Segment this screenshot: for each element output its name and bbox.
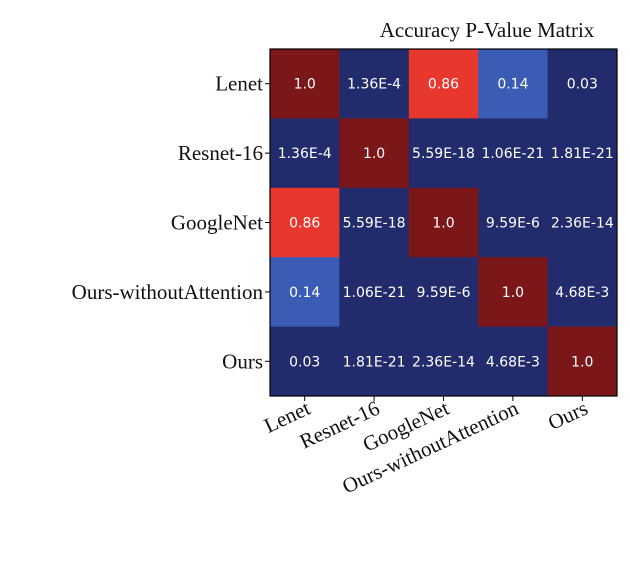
x-tick-labels: LenetResnet-16GoogleNetOurs-withoutAtten… — [260, 396, 591, 499]
cell-value-label: 0.86 — [428, 77, 459, 93]
heatmap-cell-r1-c4 — [547, 118, 618, 189]
cell-value-label: 1.06E-21 — [343, 285, 406, 301]
cell-value-label: 1.81E-21 — [343, 354, 406, 370]
y-tick-label: Ours-withoutAttention — [72, 280, 264, 304]
y-tick-labels: Lenet Resnet-16 GoogleNet Ours-withoutAtten… — [72, 72, 270, 373]
cell-value-label: 1.0 — [294, 77, 316, 93]
heatmap-cell-r2-c0 — [270, 187, 340, 258]
heatmap-cell-r3-c0 — [270, 257, 340, 328]
cell-value-label: 0.14 — [289, 285, 320, 301]
y-tick-label: Lenet — [215, 72, 263, 96]
heatmap-cell-r0-c4 — [547, 49, 618, 119]
cell-value-label: 1.06E-21 — [481, 146, 544, 162]
cell-value-label: 2.36E-14 — [412, 354, 475, 370]
cell-value-label: 4.68E-3 — [555, 285, 609, 301]
cell-value-label: 9.59E-6 — [486, 216, 540, 232]
y-tick-label: Resnet-16 — [178, 141, 263, 165]
heatmap-cell-r2-c3 — [478, 187, 549, 258]
heatmap-cell-r4-c3 — [478, 326, 549, 397]
heatmap-cell-r0-c0 — [270, 49, 340, 119]
cell-value-label: 0.03 — [289, 354, 320, 370]
heatmap-cells: 1.0 1.36E-4 0.86 0.14 0.03 1.36E-4 1.0 5.59E-18… — [270, 49, 618, 397]
cell-value-label: 2.36E-14 — [551, 216, 614, 232]
heatmap-cell-r4-c0 — [270, 326, 340, 397]
heatmap-cell-r0-c2 — [408, 49, 479, 119]
cell-value-label: 0.14 — [497, 77, 528, 93]
heatmap-cell-r1-c3 — [478, 118, 549, 189]
cell-value-label: 9.59E-6 — [417, 285, 471, 301]
cell-value-label: 0.86 — [289, 216, 320, 232]
heatmap-cell-r2-c1 — [339, 187, 410, 258]
heatmap-cell-r1-c1 — [339, 118, 410, 189]
y-tick-label: GoogleNet — [171, 211, 263, 235]
cell-value-label: 1.0 — [502, 285, 524, 301]
heatmap-cell-r3-c1 — [339, 257, 410, 328]
cell-value-label: 1.36E-4 — [347, 77, 401, 93]
y-tick-label: Ours — [222, 349, 263, 373]
heatmap-cell-r2-c4 — [547, 187, 618, 258]
heatmap-cell-r4-c1 — [339, 326, 410, 397]
heatmap-cell-r0-c1 — [339, 49, 410, 119]
heatmap-cell-r2-c2 — [408, 187, 479, 258]
cell-value-label: 5.59E-18 — [412, 146, 475, 162]
cell-value-label: 1.0 — [571, 354, 593, 370]
cell-value-label: 1.81E-21 — [551, 146, 614, 162]
heatmap-cell-r4-c2 — [408, 326, 479, 397]
cell-value-label: 1.36E-4 — [278, 146, 332, 162]
heatmap-cell-r4-c4 — [547, 326, 618, 397]
x-tick-label: Ours — [544, 396, 591, 435]
cell-value-label: 1.0 — [432, 216, 454, 232]
cell-value-label: 0.03 — [567, 77, 598, 93]
cell-value-label: 1.0 — [363, 146, 385, 162]
cell-value-label: 5.59E-18 — [343, 216, 406, 232]
cell-value-label: 4.68E-3 — [486, 354, 540, 370]
heatmap-cell-r1-c2 — [408, 118, 479, 189]
heatmap-cell-r3-c3 — [478, 257, 549, 328]
heatmap-cell-r3-c2 — [408, 257, 479, 328]
heatmap-cell-r3-c4 — [547, 257, 618, 328]
heatmap-cell-r1-c0 — [270, 118, 340, 189]
chart-title: Accuracy P-Value Matrix — [380, 18, 595, 42]
heatmap-cell-r0-c3 — [478, 49, 549, 119]
